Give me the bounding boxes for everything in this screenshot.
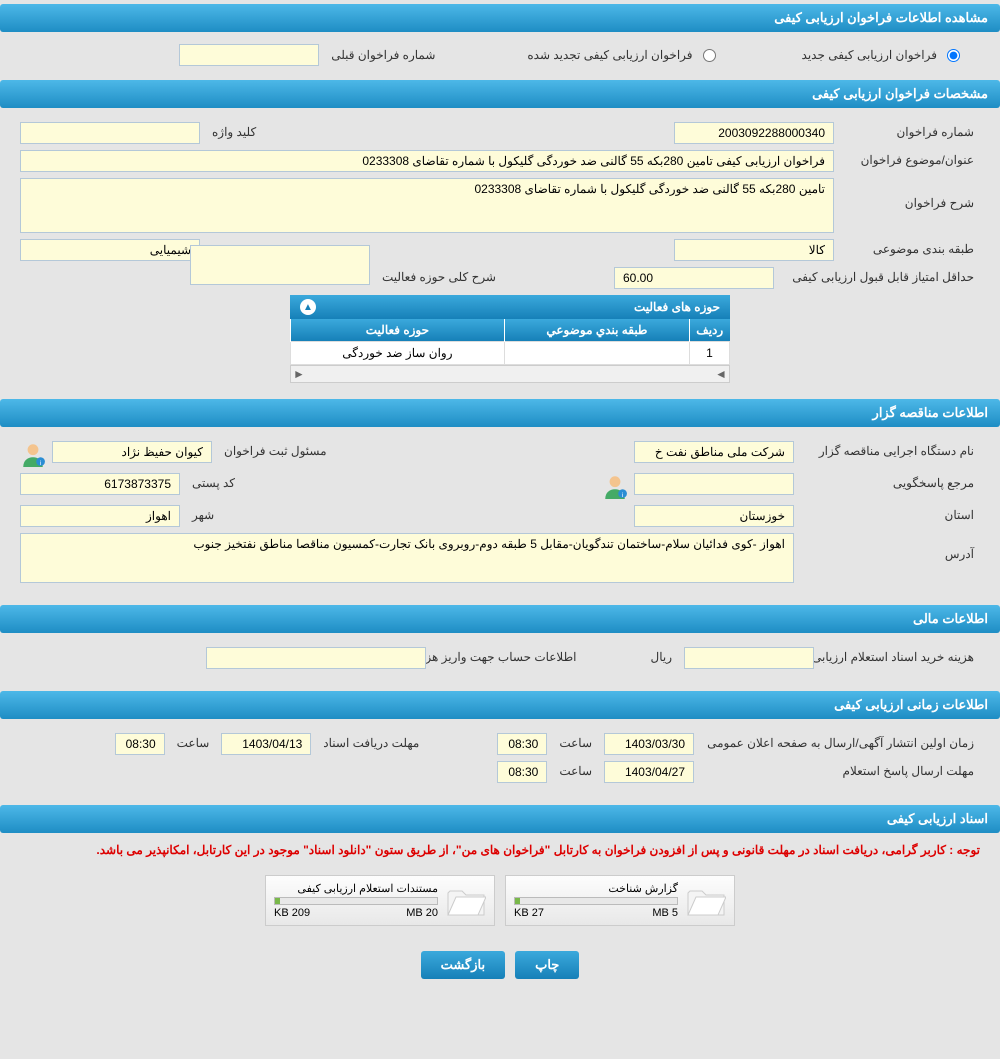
registrar-label: مسئول ثبت فراخوان (218, 441, 333, 461)
scroll-right-icon[interactable]: ► (291, 367, 307, 381)
city-value: اهواز (20, 505, 180, 527)
file-box[interactable]: گزارش شناخت 5 MB 27 KB (505, 875, 735, 926)
currency-label: ریال (644, 647, 678, 667)
print-button[interactable]: چاپ (515, 951, 579, 979)
keyword-value (20, 122, 200, 144)
cost-label: هزینه خرید اسناد استعلام ارزیابی کیفی (820, 647, 980, 667)
folder-icon (686, 883, 726, 919)
reply-date: 1403/04/27 (604, 761, 694, 783)
col-cat: طبقه بندي موضوعي (504, 319, 689, 342)
file-name: مستندات استعلام ارزیابی کیفی (274, 882, 438, 895)
cell-scope: روان ساز ضد خوردگی (291, 342, 505, 365)
province-label: استان (800, 505, 980, 525)
section-header-view-info: مشاهده اطلاعات فراخوان ارزیابی کیفی (0, 4, 1000, 32)
person-icon: i (602, 473, 628, 499)
file-used: 209 KB (274, 907, 310, 919)
address-label: آدرس (800, 533, 980, 564)
registrar-value: کیوان حفیظ نژاد (52, 441, 212, 463)
reply-time: 08:30 (497, 761, 547, 783)
account-label: اطلاعات حساب جهت واریز هزینه خرید اسناد (432, 647, 582, 667)
contact-value (634, 473, 794, 495)
publish-time: 08:30 (497, 733, 547, 755)
province-value: خوزستان (634, 505, 794, 527)
call-number-value: 2003092288000340 (674, 122, 834, 144)
category-label: طبقه بندی موضوعی (840, 239, 980, 259)
postcode-value: 6173873375 (20, 473, 180, 495)
prev-number-value (179, 44, 319, 66)
file-box[interactable]: مستندات استعلام ارزیابی کیفی 20 MB 209 KB (265, 875, 495, 926)
prev-number-label: شماره فراخوان قبلی (325, 45, 441, 65)
section-header-docs: اسناد ارزیابی کیفی (0, 805, 1000, 833)
org-value: شرکت ملی مناطق نفت خ (634, 441, 794, 463)
folder-icon (446, 883, 486, 919)
section-header-owner: اطلاعات مناقصه گزار (0, 399, 1000, 427)
hour-label-3: ساعت (553, 761, 598, 781)
desc-value (20, 178, 834, 233)
minscore-value: 60.00 (614, 267, 774, 289)
scope-desc-label: شرح کلی حوزه فعالیت (376, 267, 502, 287)
activity-panel-header: حوزه های فعالیت ▲ (290, 295, 730, 319)
file-total: 20 MB (406, 907, 438, 919)
svg-text:i: i (622, 492, 623, 499)
cell-cat (504, 342, 689, 365)
section-header-timing: اطلاعات زمانی ارزیابی کیفی (0, 691, 1000, 719)
contact-label: مرجع پاسخگویی (800, 473, 980, 493)
collapse-icon[interactable]: ▲ (300, 299, 316, 315)
cost-value (684, 647, 814, 669)
file-total: 5 MB (652, 907, 678, 919)
deadline-label: مهلت دریافت اسناد (317, 733, 425, 753)
table-row: 1 روان ساز ضد خوردگی (291, 342, 730, 365)
radio-new[interactable] (947, 49, 960, 62)
col-idx: ردیف (690, 319, 730, 342)
col-scope: حوزه فعاليت (291, 319, 505, 342)
postcode-label: کد پستی (186, 473, 241, 493)
desc-label: شرح فراخوان (840, 178, 980, 213)
table-scrollbar[interactable]: ◄ ► (290, 365, 730, 383)
section-header-specs: مشخصات فراخوان ارزیابی کیفی (0, 80, 1000, 108)
deadline-time: 08:30 (115, 733, 165, 755)
file-list: گزارش شناخت 5 MB 27 KB مستندات استعلام ارزی… (0, 865, 1000, 936)
call-number-label: شماره فراخوان (840, 122, 980, 142)
deadline-date: 1403/04/13 (221, 733, 311, 755)
publish-date: 1403/03/30 (604, 733, 694, 755)
reply-label: مهلت ارسال پاسخ استعلام (700, 761, 980, 781)
hour-label-2: ساعت (171, 733, 216, 753)
svg-text:i: i (40, 460, 41, 467)
file-used: 27 KB (514, 907, 544, 919)
activity-panel-title: حوزه های فعالیت (634, 300, 720, 314)
scope-desc-value (190, 245, 370, 285)
account-value (206, 647, 426, 669)
scroll-left-icon[interactable]: ◄ (713, 367, 729, 381)
call-type-radios: فراخوان ارزیابی کیفی جدید فراخوان ارزیاب… (0, 34, 1000, 76)
city-label: شهر (186, 505, 220, 525)
radio-new-label: فراخوان ارزیابی کیفی جدید (796, 45, 943, 65)
section-header-finance: اطلاعات مالی (0, 605, 1000, 633)
activity-table: ردیف طبقه بندي موضوعي حوزه فعاليت 1 روان … (290, 319, 730, 365)
subject-label: عنوان/موضوع فراخوان (840, 150, 980, 170)
publish-label: زمان اولین انتشار آگهی/ارسال به صفحه اعل… (700, 733, 980, 753)
minscore-label: حداقل امتیاز قابل قبول ارزیابی کیفی (780, 267, 980, 287)
category-value: کالا (674, 239, 834, 261)
radio-renew-label: فراخوان ارزیابی کیفی تجدید شده (521, 45, 698, 65)
back-button[interactable]: بازگشت (421, 951, 505, 979)
address-value (20, 533, 794, 583)
notice-text: توجه : کاربر گرامی، دریافت اسناد در مهلت… (0, 835, 1000, 865)
hour-label-1: ساعت (553, 733, 598, 753)
chemical-value: شیمیایی (20, 239, 200, 261)
subject-value: فراخوان ارزیابی کیفی تامین 280بکه 55 گال… (20, 150, 834, 172)
org-label: نام دستگاه اجرایی مناقصه گزار (800, 441, 980, 461)
person-icon: i (20, 441, 46, 467)
file-name: گزارش شناخت (514, 882, 678, 895)
cell-idx: 1 (690, 342, 730, 365)
keyword-label: کلید واژه (206, 122, 262, 142)
radio-renew[interactable] (703, 49, 716, 62)
